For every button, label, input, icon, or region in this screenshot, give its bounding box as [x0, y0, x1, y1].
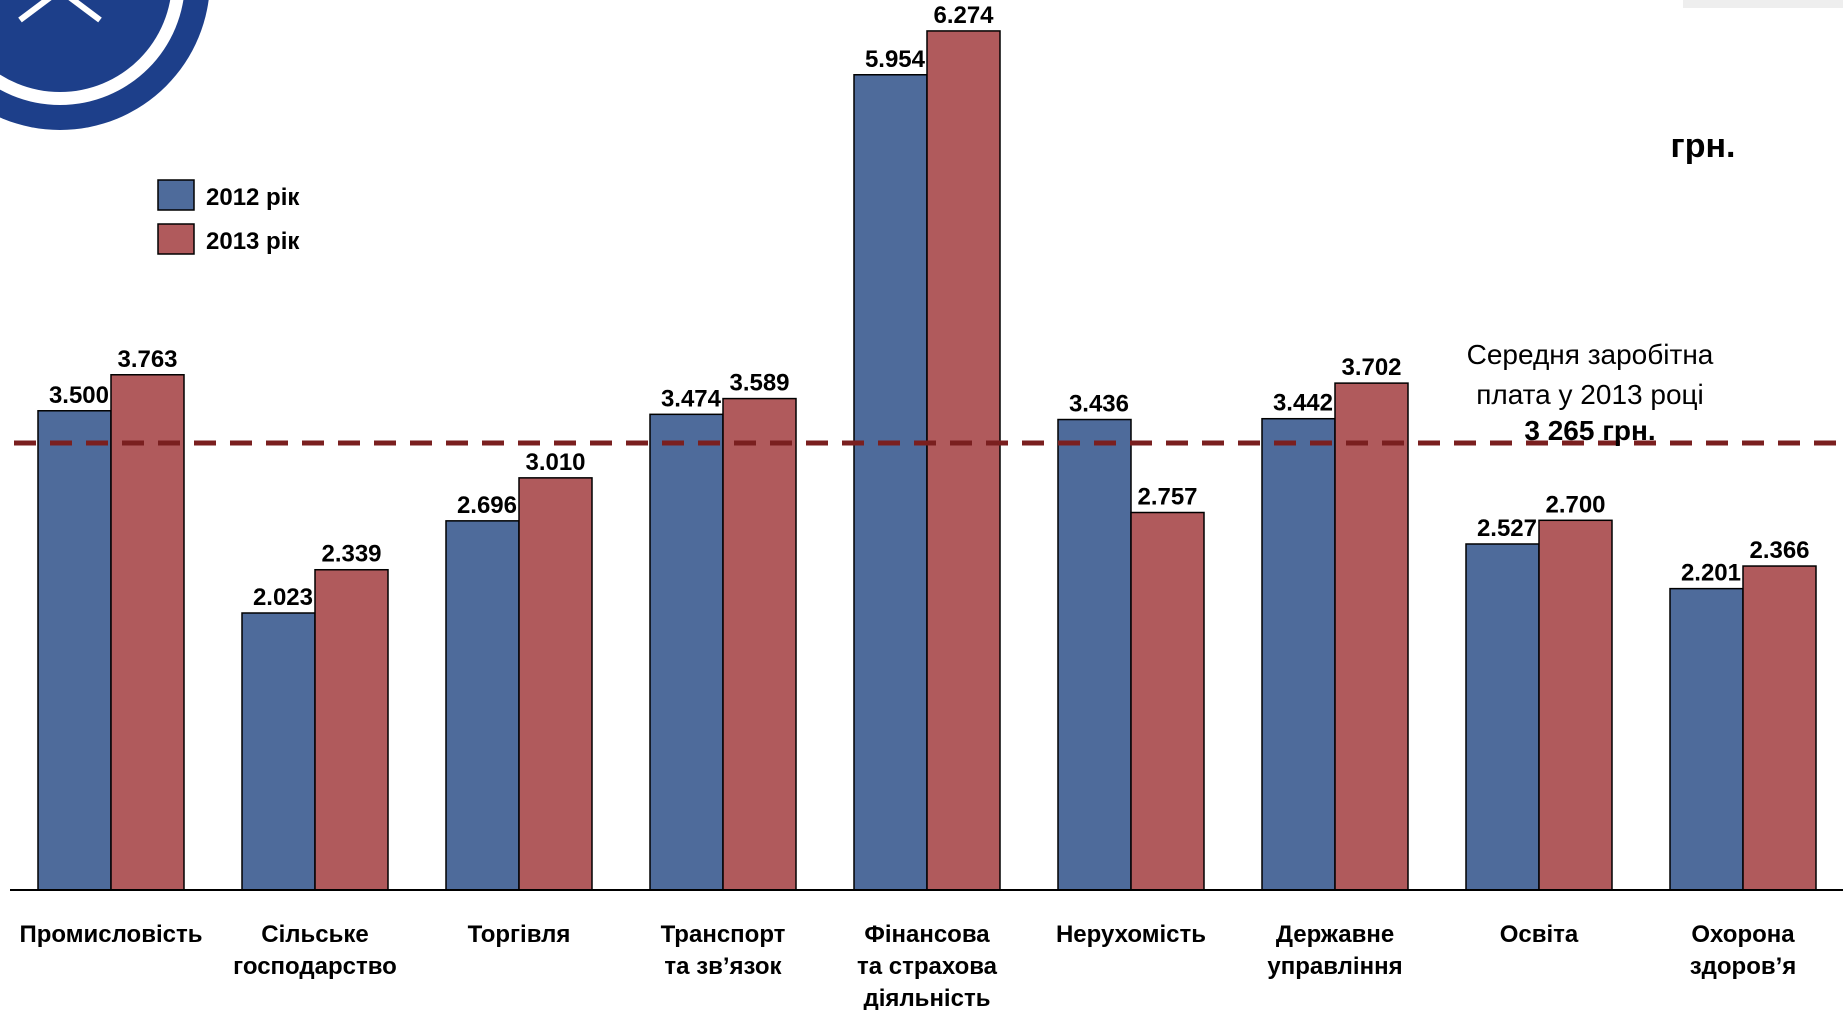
value-label-2012-2: 2.696: [457, 492, 517, 519]
bar-2013-8: [1742, 565, 1817, 891]
value-label-2012-3: 3.474: [661, 385, 722, 412]
bar-2013-3: [722, 397, 797, 891]
bar-2012-8: [1669, 587, 1744, 891]
bar-2012-7: [1465, 543, 1540, 891]
corner-decoration: [1683, 0, 1843, 8]
legend-swatch-0: [157, 179, 195, 211]
legend: 2012 рік 2013 рік: [157, 179, 300, 255]
bar-2013-6: [1334, 382, 1409, 891]
category-label-2: Торгівля: [468, 921, 571, 948]
unit-label: грн.: [1671, 127, 1736, 165]
value-label-2012-8: 2.201: [1681, 560, 1741, 587]
bar-2013-0: [110, 374, 185, 891]
category-label-0: Промисловість: [20, 921, 203, 948]
value-label-2012-5: 3.436: [1069, 391, 1129, 418]
logo-seal: [0, 0, 209, 130]
bar-2013-1: [314, 568, 389, 891]
category-label-3: Транспорт та зв’язок: [661, 921, 786, 980]
legend-swatch-1: [157, 223, 195, 255]
value-label-2013-0: 3.763: [117, 346, 177, 373]
bar-2012-4: [853, 74, 928, 891]
category-label-7: Освіта: [1500, 921, 1579, 948]
value-label-2013-4: 6.274: [933, 2, 994, 29]
bar-2013-2: [518, 477, 593, 891]
value-label-2013-6: 3.702: [1341, 354, 1401, 381]
bar-2013-4: [926, 30, 1001, 891]
value-label-2012-0: 3.500: [49, 382, 109, 409]
average-label-value: 3 265 грн.: [1524, 415, 1655, 446]
bar-2012-6: [1261, 417, 1336, 891]
value-label-2013-2: 3.010: [525, 449, 585, 476]
category-label-1: Сільське господарство: [233, 921, 397, 980]
legend-label-0: 2012 рік: [206, 184, 300, 211]
bar-2012-1: [241, 612, 316, 891]
value-label-2012-1: 2.023: [253, 584, 313, 611]
value-label-2013-8: 2.366: [1749, 537, 1809, 564]
value-label-2013-3: 3.589: [729, 370, 789, 397]
average-label-line-0: Середня заробітна: [1467, 339, 1714, 370]
average-salary-annotation: Середня заробітна плата у 2013 році 3 265 …: [1467, 339, 1714, 446]
bar-2012-0: [37, 410, 112, 891]
value-label-2013-7: 2.700: [1545, 491, 1605, 518]
value-label-2012-4: 5.954: [865, 46, 926, 73]
average-label-line-1: плата у 2013 році: [1476, 379, 1704, 410]
bar-2012-5: [1057, 418, 1132, 891]
category-label-6: Державне управління: [1267, 921, 1402, 980]
bar-2012-2: [445, 520, 520, 891]
bar-2012-3: [649, 413, 724, 891]
bar-2013-5: [1130, 511, 1205, 891]
value-label-2013-1: 2.339: [321, 541, 381, 568]
value-label-2012-6: 3.442: [1273, 390, 1333, 417]
value-label-2013-5: 2.757: [1137, 484, 1197, 511]
category-label-5: Нерухомість: [1056, 921, 1206, 948]
value-label-2012-7: 2.527: [1477, 515, 1537, 542]
bar-2013-7: [1538, 519, 1613, 891]
category-label-4: Фінансова та страхова діяльність: [857, 921, 998, 1010]
legend-label-1: 2013 рік: [206, 228, 300, 255]
category-label-8: Охорона здоров’я: [1690, 921, 1797, 980]
